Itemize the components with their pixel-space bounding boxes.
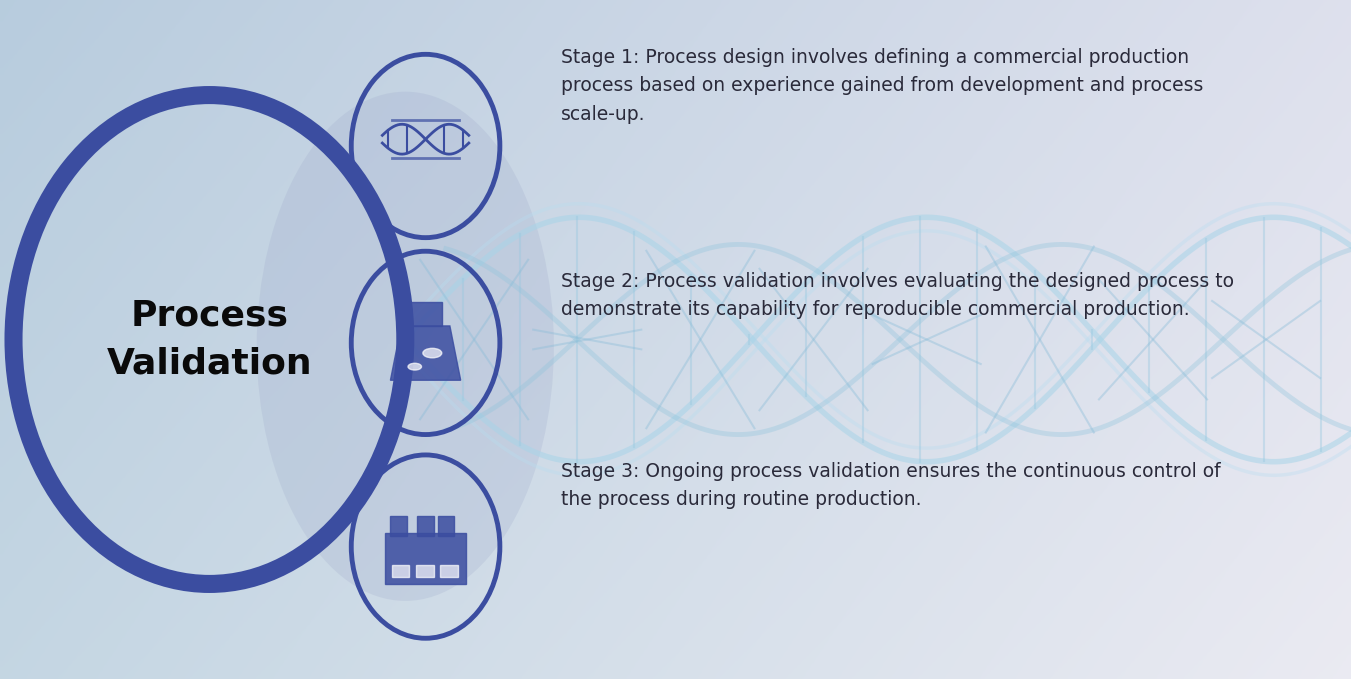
- Polygon shape: [390, 326, 461, 380]
- Polygon shape: [390, 516, 407, 536]
- Polygon shape: [438, 516, 454, 536]
- Ellipse shape: [257, 92, 554, 601]
- Polygon shape: [409, 302, 442, 326]
- Polygon shape: [417, 516, 434, 536]
- Bar: [392, 565, 409, 577]
- Bar: [416, 565, 434, 577]
- Text: Stage 2: Process validation involves evaluating the designed process to
demonstr: Stage 2: Process validation involves eva…: [561, 272, 1233, 319]
- Polygon shape: [385, 533, 466, 584]
- Text: Process
Validation: Process Validation: [107, 299, 312, 380]
- Text: Stage 3: Ongoing process validation ensures the continuous control of
the proces: Stage 3: Ongoing process validation ensu…: [561, 462, 1220, 509]
- Text: Stage 1: Process design involves defining a commercial production
process based : Stage 1: Process design involves definin…: [561, 48, 1202, 124]
- Circle shape: [408, 363, 422, 370]
- Circle shape: [423, 348, 442, 358]
- Bar: [440, 565, 458, 577]
